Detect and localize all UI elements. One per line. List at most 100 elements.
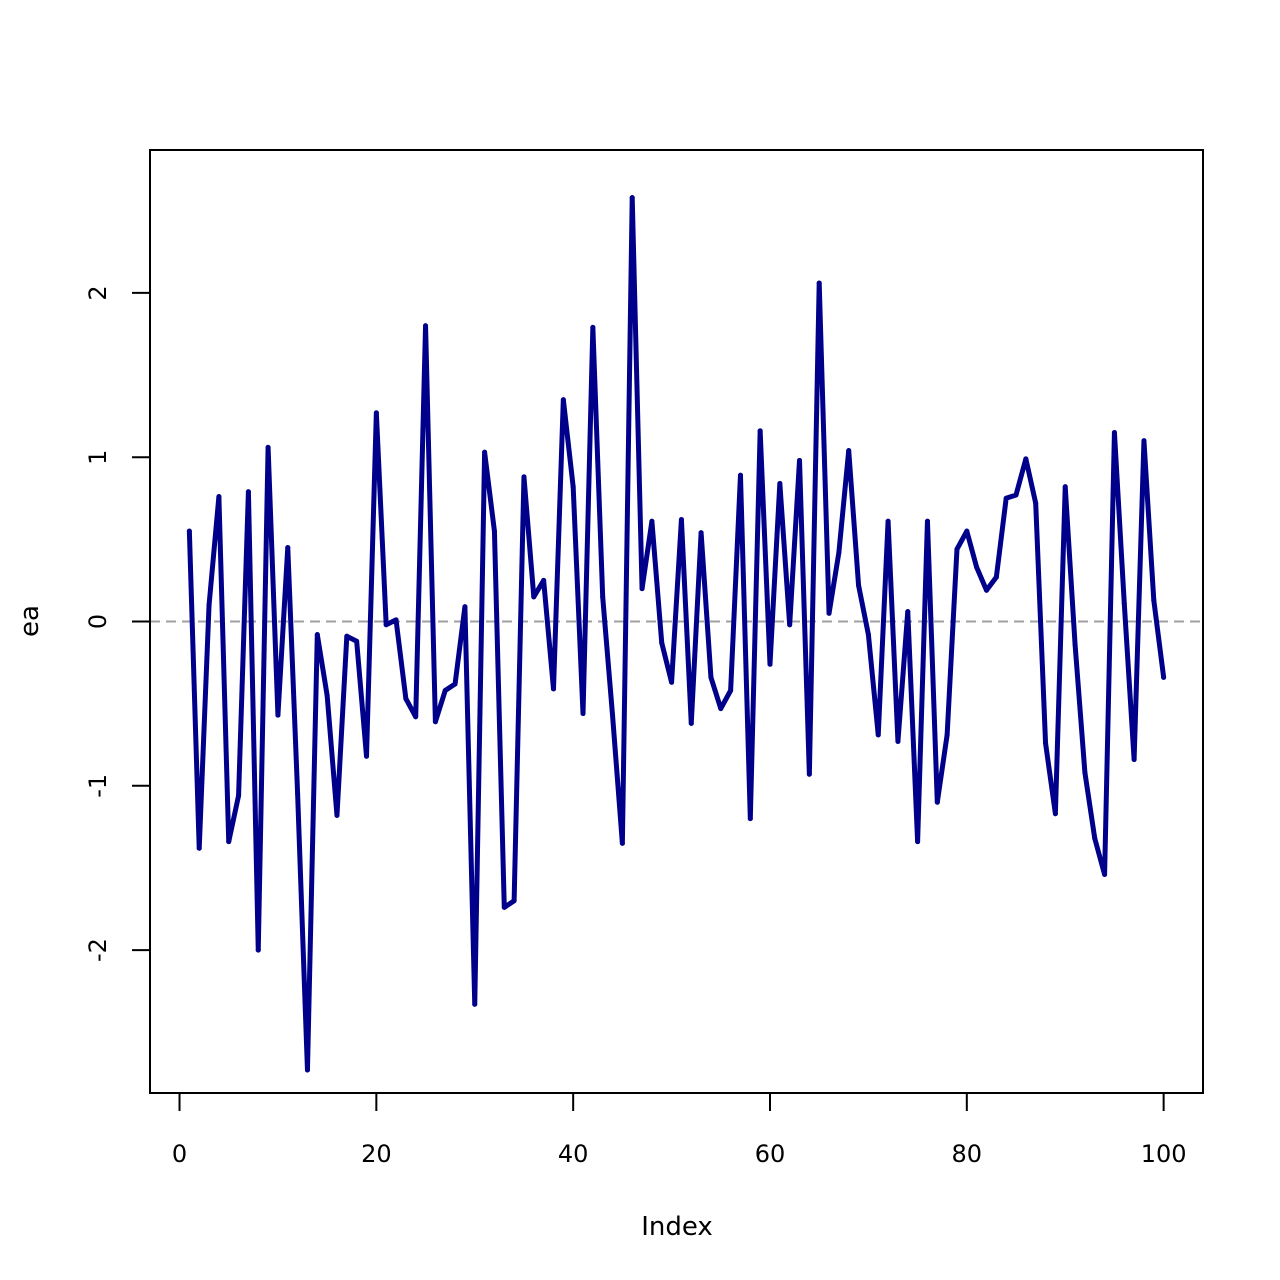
series-layer — [186, 195, 1167, 1073]
data-point — [226, 839, 232, 845]
data-point — [600, 594, 606, 600]
data-point — [698, 530, 704, 536]
data-point — [885, 518, 891, 524]
data-point — [344, 633, 350, 639]
data-point — [737, 472, 743, 478]
data-point — [915, 839, 921, 845]
data-point — [245, 489, 251, 495]
data-point — [373, 410, 379, 416]
data-point — [983, 587, 989, 593]
data-point — [875, 732, 881, 738]
x-axis-label: Index — [641, 1212, 713, 1242]
data-point — [383, 622, 389, 628]
data-point — [236, 793, 242, 799]
data-point — [324, 692, 330, 698]
data-point — [895, 738, 901, 744]
data-point — [777, 481, 783, 486]
y-tick-label: 0 — [84, 614, 112, 629]
data-point — [285, 545, 291, 551]
data-point — [403, 696, 409, 702]
x-tick-label: 40 — [558, 1140, 589, 1168]
data-point — [1052, 811, 1058, 817]
data-point — [590, 324, 596, 330]
data-point — [629, 195, 635, 201]
data-point — [275, 712, 281, 718]
data-point — [334, 812, 340, 818]
data-point — [393, 617, 399, 623]
data-point — [1121, 600, 1127, 606]
data-point — [482, 449, 488, 455]
data-point — [787, 622, 793, 628]
data-point — [708, 674, 714, 680]
data-point — [1151, 597, 1157, 603]
data-point — [354, 638, 360, 644]
data-point — [619, 840, 625, 846]
data-point — [797, 458, 803, 463]
data-point — [728, 688, 734, 693]
data-point — [550, 686, 556, 692]
data-point — [806, 771, 812, 777]
data-point — [521, 474, 527, 480]
data-point — [511, 898, 517, 904]
data-point — [924, 518, 930, 524]
axes-layer: 0 20 40 60 80 100 -2 -1 0 1 2 — [84, 285, 1187, 1168]
data-point — [423, 323, 429, 329]
data-point — [472, 1001, 478, 1007]
data-point — [452, 681, 458, 687]
data-point — [1072, 642, 1078, 647]
data-point — [678, 517, 684, 523]
data-point — [846, 448, 852, 454]
data-point — [1102, 872, 1108, 877]
x-tick-label: 60 — [755, 1140, 786, 1168]
data-point — [944, 732, 950, 738]
data-point — [669, 679, 675, 685]
data-point — [216, 494, 222, 500]
data-point — [580, 711, 586, 716]
data-point — [816, 280, 822, 286]
data-point — [1092, 835, 1098, 841]
data-point — [432, 719, 438, 725]
data-point — [767, 661, 773, 667]
data-point — [688, 720, 694, 726]
data-point — [570, 484, 576, 490]
x-tick-label: 20 — [361, 1140, 392, 1168]
data-point — [491, 528, 497, 534]
y-tick-label: 2 — [84, 285, 112, 300]
data-point — [364, 753, 370, 759]
data-point — [1141, 438, 1147, 444]
data-point — [865, 632, 871, 638]
data-point — [1131, 757, 1137, 762]
data-point — [1043, 740, 1049, 746]
data-point — [836, 550, 842, 555]
data-point — [934, 799, 940, 805]
data-point — [1161, 674, 1167, 680]
data-point — [964, 528, 970, 534]
data-point — [1082, 770, 1088, 776]
data-point — [659, 640, 665, 646]
y-tick-label: -1 — [84, 774, 112, 798]
data-point — [442, 688, 448, 693]
data-point — [541, 577, 547, 583]
data-point — [610, 712, 616, 718]
data-point — [747, 816, 753, 822]
data-point — [304, 1067, 310, 1073]
data-point — [993, 574, 999, 580]
data-point — [531, 594, 537, 600]
data-point — [757, 428, 763, 434]
data-point — [1033, 500, 1039, 506]
data-point — [1111, 430, 1117, 436]
data-point — [1013, 492, 1019, 498]
data-point — [826, 610, 832, 616]
data-point — [462, 604, 468, 610]
series-line — [186, 195, 1167, 1073]
y-tick-label: 1 — [84, 450, 112, 465]
data-point — [265, 444, 271, 450]
y-tick-label: -2 — [84, 938, 112, 962]
data-point — [186, 528, 192, 534]
y-axis-label: ea — [15, 605, 45, 637]
x-tick-label: 100 — [1141, 1140, 1187, 1168]
data-point — [1003, 495, 1009, 501]
data-point — [314, 632, 320, 638]
data-point — [856, 582, 862, 588]
